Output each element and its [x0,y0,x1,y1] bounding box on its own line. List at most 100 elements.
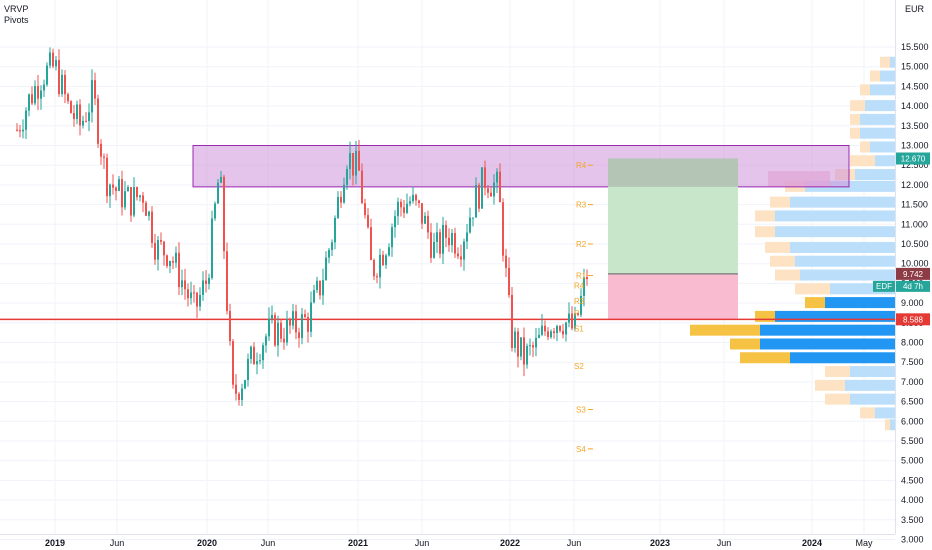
candle-body [238,393,240,400]
pivot-label: S3 [576,405,586,414]
candle-body [346,169,348,185]
volume-profile-down-bar [850,113,860,125]
volume-profile-down-bar [860,141,870,153]
candle-body [397,201,399,217]
volume-profile-down-bar [795,283,830,295]
candle-body [34,86,36,104]
candle-body [310,302,312,332]
candle-body [508,267,510,296]
volume-profile-up-bar [775,226,895,238]
countdown-tag-text: 4d 7h [903,282,923,291]
candle-body [460,256,462,260]
pivot-label: S1 [574,325,584,334]
candle-body [31,94,33,104]
y-axis-tick-label: 11.500 [901,200,928,210]
y-axis-tick-label: 12.000 [901,180,929,190]
volume-profile-down-bar [860,407,875,419]
candle-body [271,314,273,319]
candle-body [550,331,552,338]
volume-profile-up-bar [890,56,895,68]
candle-body [226,251,228,311]
candle-body [244,380,246,389]
volume-profile-down-bar [850,100,865,112]
candle-body [205,280,207,284]
candle-body [472,217,474,219]
candle-body [466,232,468,242]
candle-body [229,310,231,342]
candle-body [562,330,564,335]
candle-body [529,345,531,347]
pivot-label: P [574,309,579,318]
candle-body [370,227,372,260]
candle-body [568,313,570,323]
candle-body [577,313,579,315]
volume-profile-down-bar [805,297,825,309]
candle-body [295,311,297,333]
candle-body [145,202,147,216]
y-axis-tick-label: 4.000 [901,495,924,505]
candle-body [49,52,51,66]
candle-body [184,280,186,290]
indicator-label-vrvp[interactable]: VRVP [4,4,29,14]
candle-body [208,277,210,284]
y-axis-tick-label: 6.000 [901,416,924,426]
x-axis-line [0,534,895,535]
candle-body [352,153,354,176]
candle-body [46,65,48,85]
x-axis-tick-label: Jun [567,538,582,548]
indicator-label-pivots[interactable]: Pivots [4,15,29,25]
candle-body [334,217,336,243]
candle-body [79,104,81,126]
candle-body [88,112,90,122]
candle-body [406,203,408,213]
volume-profile-down-bar [850,155,875,167]
volume-profile-up-bar [875,155,895,167]
candle-body [61,74,63,95]
candle-body [451,233,453,246]
candle-body [418,200,420,204]
candle-body [190,292,192,299]
candle-body [394,216,396,228]
y-axis-line [895,0,896,534]
currency-label[interactable]: EUR [904,4,924,14]
y-axis-tick-label: 5.500 [901,436,924,446]
volume-profile-down-bar [690,324,760,336]
candle-body [559,325,561,331]
candle-body [100,143,102,157]
x-axis-tick-label: May [855,538,873,548]
candle-body [73,113,75,120]
candle-body [382,254,384,265]
candle-body [433,241,435,258]
candle-body [28,94,30,111]
candle-body [556,325,558,334]
candle-body [463,241,465,260]
candle-body [340,196,342,203]
volume-profile-up-bar [800,269,895,281]
y-axis-tick-label: 12.500 [901,160,929,170]
candle-body [223,176,225,252]
candle-body [367,215,369,228]
candle-body [250,346,252,359]
volume-profile-up-bar [805,180,895,192]
candle-body [427,215,429,233]
candle-body [424,215,426,224]
candle-body [586,277,588,280]
x-axis-tick-label: Jun [261,538,276,548]
pivot-label: R1 [576,272,587,281]
candle-body [574,313,576,329]
y-axis-tick-label: 6.500 [901,397,924,407]
candle-body [448,237,450,246]
candle-body [37,86,39,99]
candle-body [445,225,447,238]
candle-body [376,276,378,278]
candle-body [565,322,567,335]
volume-profile-up-bar [795,255,895,267]
candle-body [97,98,99,144]
volume-profile-down-bar [765,241,790,253]
candle-body [361,170,363,204]
pivot-label: R3 [576,201,587,210]
volume-profile-up-bar [850,393,895,405]
candle-body [256,361,258,365]
candle-body [409,201,411,204]
